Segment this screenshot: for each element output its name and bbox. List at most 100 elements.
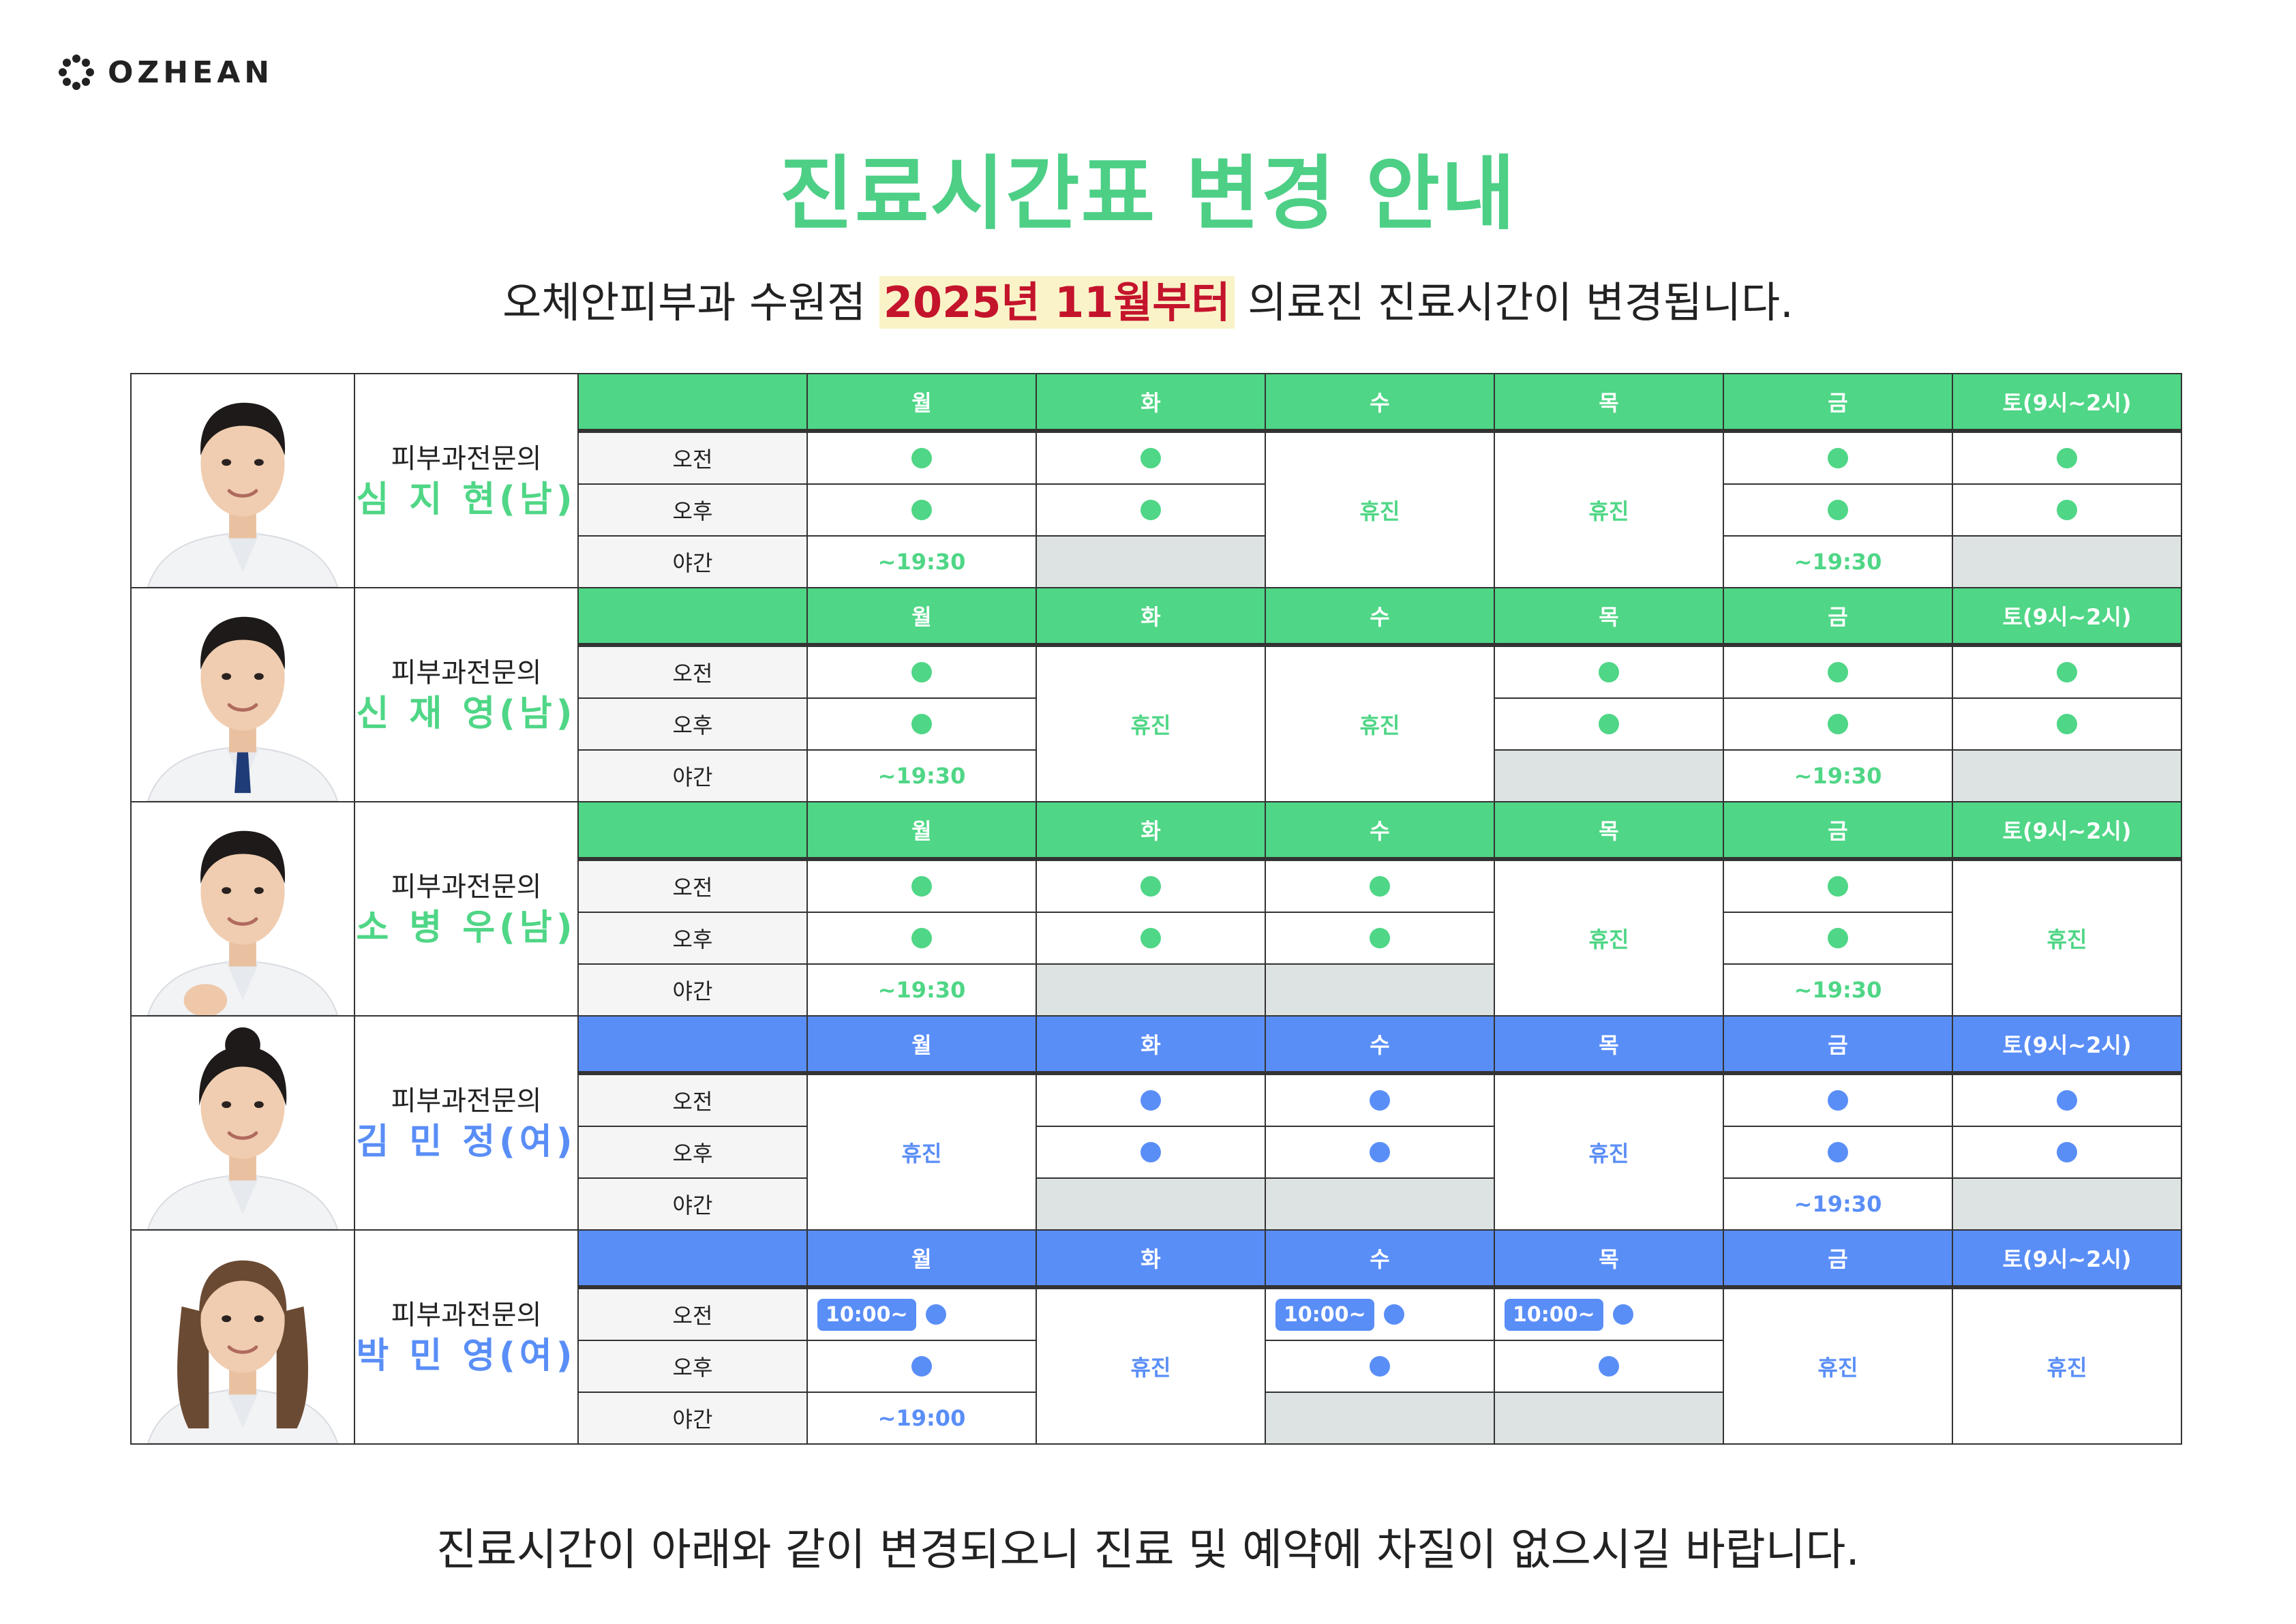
available-dot-icon <box>1828 714 1848 734</box>
schedule-cell-closed: 휴진 <box>1952 1288 2182 1445</box>
schedule-cell-hours: ~19:30 <box>806 535 1037 588</box>
day-header: 토(9시~2시) <box>1952 1229 2182 1289</box>
header-corner <box>577 1015 808 1075</box>
doctor-name-cell: 피부과전문의 심 지 현(남) <box>354 373 579 588</box>
doctor-photo <box>130 801 355 1017</box>
doctor-photo-icon <box>147 1027 339 1229</box>
brand-name: OZHEAN <box>108 55 274 90</box>
day-header-label: 화 <box>1141 1246 1161 1272</box>
schedule-cell-start-time: 10:00~ <box>806 1288 1037 1341</box>
slot-label: 오전 <box>577 432 808 485</box>
hours-text: ~19:30 <box>877 549 966 575</box>
schedule-cell-closed: 휴진 <box>806 1074 1037 1231</box>
day-header: 수 <box>1265 373 1495 433</box>
slot-label-text: 야간 <box>672 978 713 1004</box>
schedule-cell-available <box>1036 860 1266 913</box>
day-header-label: 수 <box>1370 390 1390 416</box>
day-header: 화 <box>1036 801 1266 861</box>
header-corner <box>577 1229 808 1289</box>
schedule-cell-hours: ~19:30 <box>1723 535 1953 588</box>
hours-text: ~19:30 <box>1794 1191 1882 1217</box>
slot-label: 오후 <box>577 1340 808 1393</box>
available-dot-icon <box>1370 1356 1390 1377</box>
schedule-cell-available <box>1952 1074 2182 1127</box>
available-dot-icon <box>1828 876 1848 897</box>
doctor-name-cell: 피부과전문의 김 민 정(여) <box>354 1015 579 1231</box>
day-header-label: 수 <box>1370 604 1390 630</box>
schedule-cell-available <box>1265 1074 1495 1127</box>
slot-label: 오전 <box>577 860 808 913</box>
day-header: 월 <box>806 801 1037 861</box>
doctor-specialty: 피부과전문의 <box>391 657 542 689</box>
schedule-cell-available <box>1265 860 1495 913</box>
available-dot-icon <box>2057 1090 2077 1111</box>
slot-label-text: 오전 <box>672 661 713 687</box>
slot-label-text: 오전 <box>672 1089 713 1115</box>
schedule-cell-available <box>1494 697 1724 751</box>
day-header-label: 금 <box>1828 390 1848 416</box>
header-corner <box>577 587 808 647</box>
schedule-cell-hours: ~19:30 <box>1723 749 1953 802</box>
closed-label: 휴진 <box>1817 1355 1858 1381</box>
schedule-cell-available <box>1265 912 1495 965</box>
day-header: 금 <box>1723 801 1953 861</box>
day-header-label: 수 <box>1370 1032 1390 1058</box>
schedule-cell-hours: ~19:30 <box>806 963 1037 1017</box>
doctor-photo <box>130 587 355 802</box>
slot-label: 야간 <box>577 1177 808 1231</box>
schedule-cell-available <box>806 432 1037 485</box>
schedule-cell-unavailable <box>1494 1392 1724 1445</box>
day-header-label: 금 <box>1828 1032 1848 1058</box>
available-dot-icon <box>2057 448 2077 468</box>
schedule-cell-available <box>1036 1074 1266 1127</box>
day-header-label: 토(9시~2시) <box>2002 604 2132 630</box>
day-header: 수 <box>1265 1015 1495 1075</box>
schedule-cell-closed: 휴진 <box>1265 646 1495 802</box>
day-header: 월 <box>806 587 1037 647</box>
slot-label: 야간 <box>577 749 808 802</box>
day-header-label: 수 <box>1370 1246 1390 1272</box>
start-time-badge: 10:00~ <box>817 1298 916 1331</box>
closed-label: 휴진 <box>901 1141 942 1167</box>
schedule-cell-closed: 휴진 <box>1494 1074 1724 1231</box>
day-header: 토(9시~2시) <box>1952 801 2182 861</box>
schedule-cell-available <box>1723 1074 1953 1127</box>
day-header: 토(9시~2시) <box>1952 587 2182 647</box>
doctor-specialty: 피부과전문의 <box>391 443 542 475</box>
slot-label-text: 오전 <box>672 875 713 901</box>
logo-flower-icon <box>59 55 94 90</box>
available-dot-icon <box>1370 928 1390 948</box>
slot-label-text: 오후 <box>672 498 713 524</box>
available-dot-icon <box>2057 714 2077 734</box>
available-dot-icon <box>1141 928 1161 948</box>
available-dot-icon <box>2057 1142 2077 1162</box>
available-dot-icon <box>1383 1304 1404 1325</box>
day-header: 목 <box>1494 587 1724 647</box>
brand-logo: OZHEAN <box>57 53 273 91</box>
doctor-name-cell: 피부과전문의 신 재 영(남) <box>354 587 579 802</box>
available-dot-icon <box>1141 1090 1161 1111</box>
available-dot-icon <box>1828 500 1848 520</box>
available-dot-icon <box>1370 1090 1390 1111</box>
day-header: 토(9시~2시) <box>1952 373 2182 433</box>
doctor-photo-icon <box>147 830 339 1015</box>
day-header-label: 화 <box>1141 604 1161 630</box>
day-header: 월 <box>806 373 1037 433</box>
available-dot-icon <box>1370 1142 1390 1162</box>
closed-label: 휴진 <box>1359 498 1400 524</box>
available-dot-icon <box>925 1304 946 1325</box>
schedule-cell-available <box>1952 646 2182 699</box>
hours-text: ~19:30 <box>877 763 966 789</box>
schedule-cell-unavailable <box>1036 535 1266 588</box>
day-header: 금 <box>1723 587 1953 647</box>
header-corner <box>577 373 808 433</box>
schedule-cell-available <box>1723 432 1953 485</box>
schedule-cell-available <box>806 483 1037 537</box>
available-dot-icon <box>911 1356 932 1377</box>
schedule-cell-available <box>806 646 1037 699</box>
schedule-cell-available <box>1952 1126 2182 1179</box>
day-header-label: 금 <box>1828 604 1848 630</box>
day-header-label: 토(9시~2시) <box>2002 390 2132 416</box>
subtitle-prefix: 오체안피부과 수원점 <box>502 277 879 327</box>
schedule-cell-available <box>1036 1126 1266 1179</box>
